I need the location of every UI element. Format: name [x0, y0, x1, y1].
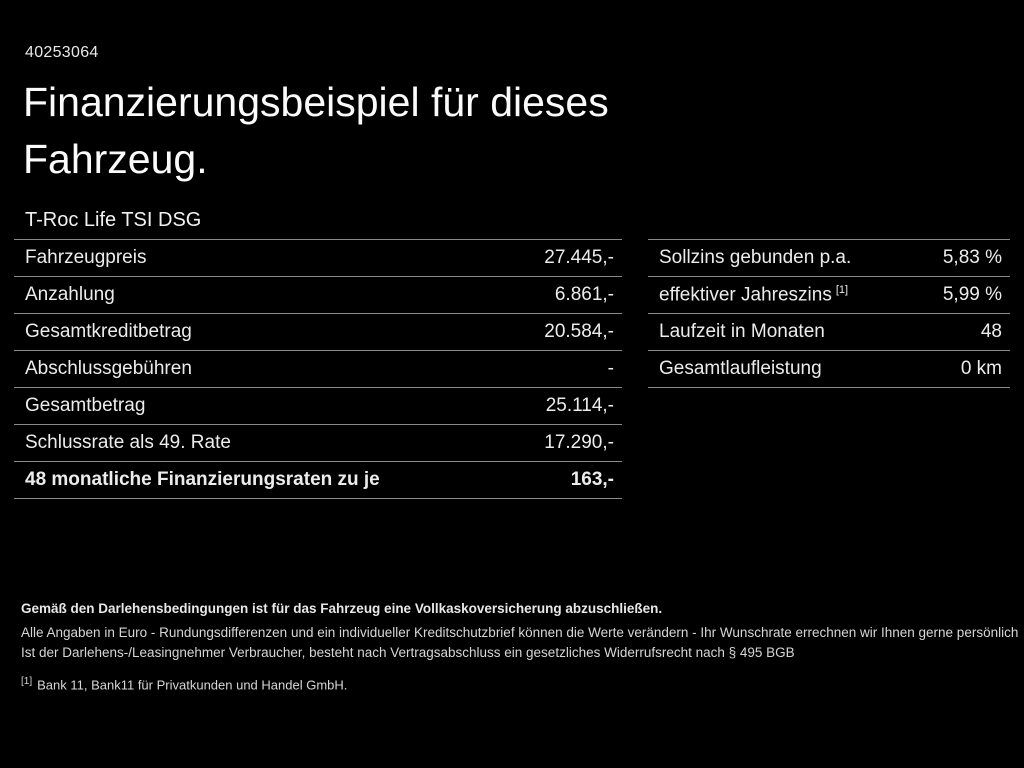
disclaimer-line: Ist der Darlehens-/Leasingnehmer Verbrau… [21, 645, 795, 660]
footnote-marker: [1] [21, 676, 33, 687]
row-value: 25.114,- [545, 395, 614, 416]
vehicle-model: T-Roc Life TSI DSG [25, 209, 202, 231]
table-row: Fahrzeugpreis 27.445,- [14, 239, 622, 276]
footnote-marker: [1] [835, 283, 849, 296]
table-row: Schlussrate als 49. Rate 17.290,- [14, 424, 622, 461]
table-row-monthly-rate: 48 monatliche Finanzierungsraten zu je 1… [14, 461, 622, 498]
row-value: 163,- [570, 469, 614, 490]
conditions-table: Sollzins gebunden p.a. 5,83 % effektiver… [648, 239, 1010, 388]
table-row: Gesamtlaufleistung 0 km [648, 350, 1010, 387]
row-label: Gesamtlaufleistung [659, 358, 822, 379]
row-value: 48 [980, 321, 1002, 342]
row-value: 17.290,- [544, 432, 614, 453]
table-row: effektiver Jahreszins [1] 5,99 % [648, 276, 1010, 313]
disclaimer-line: Alle Angaben in Euro - Rundungsdifferenz… [21, 625, 1019, 640]
row-value: 5,83 % [942, 247, 1002, 268]
row-value: 6.861,- [554, 284, 614, 305]
finance-table: Fahrzeugpreis 27.445,- Anzahlung 6.861,-… [14, 239, 622, 499]
table-row: Anzahlung 6.861,- [14, 276, 622, 313]
footnotes-section: Gemäß den Darlehensbedingungen ist für d… [21, 601, 1019, 692]
table-row: Gesamtkreditbetrag 20.584,- [14, 313, 622, 350]
row-value: 0 km [960, 358, 1002, 379]
row-label: Gesamtbetrag [25, 395, 146, 416]
row-label: Sollzins gebunden p.a. [659, 247, 852, 268]
row-value: 27.445,- [544, 247, 614, 268]
row-label: Fahrzeugpreis [25, 247, 147, 268]
row-label: effektiver Jahreszins [1] [659, 284, 848, 306]
bank-footnote-text: Bank 11, Bank11 für Privatkunden und Han… [37, 677, 348, 693]
row-label: Laufzeit in Monaten [659, 321, 825, 342]
bank-footnote: [1] Bank 11, Bank11 für Privatkunden und … [21, 676, 1011, 692]
row-value: 20.584,- [544, 321, 614, 342]
row-label-text: effektiver Jahreszins [659, 284, 832, 306]
row-label: Schlussrate als 49. Rate [25, 432, 231, 453]
row-value: - [607, 358, 614, 379]
row-value: 5,99 % [942, 284, 1002, 305]
document-id: 40253064 [25, 44, 99, 61]
row-label: Gesamtkreditbetrag [25, 321, 192, 342]
table-row: Abschlussgebühren - [14, 350, 622, 387]
insurance-note: Gemäß den Darlehensbedingungen ist für d… [21, 601, 663, 616]
table-row: Sollzins gebunden p.a. 5,83 % [648, 239, 1010, 276]
row-label: 48 monatliche Finanzierungsraten zu je [25, 469, 380, 490]
table-row: Laufzeit in Monaten 48 [648, 313, 1010, 350]
page-title: Finanzierungsbeispiel für dieses Fahrzeu… [23, 79, 609, 182]
row-label: Abschlussgebühren [25, 358, 192, 379]
table-row: Gesamtbetrag 25.114,- [14, 387, 622, 424]
row-label: Anzahlung [25, 284, 115, 305]
